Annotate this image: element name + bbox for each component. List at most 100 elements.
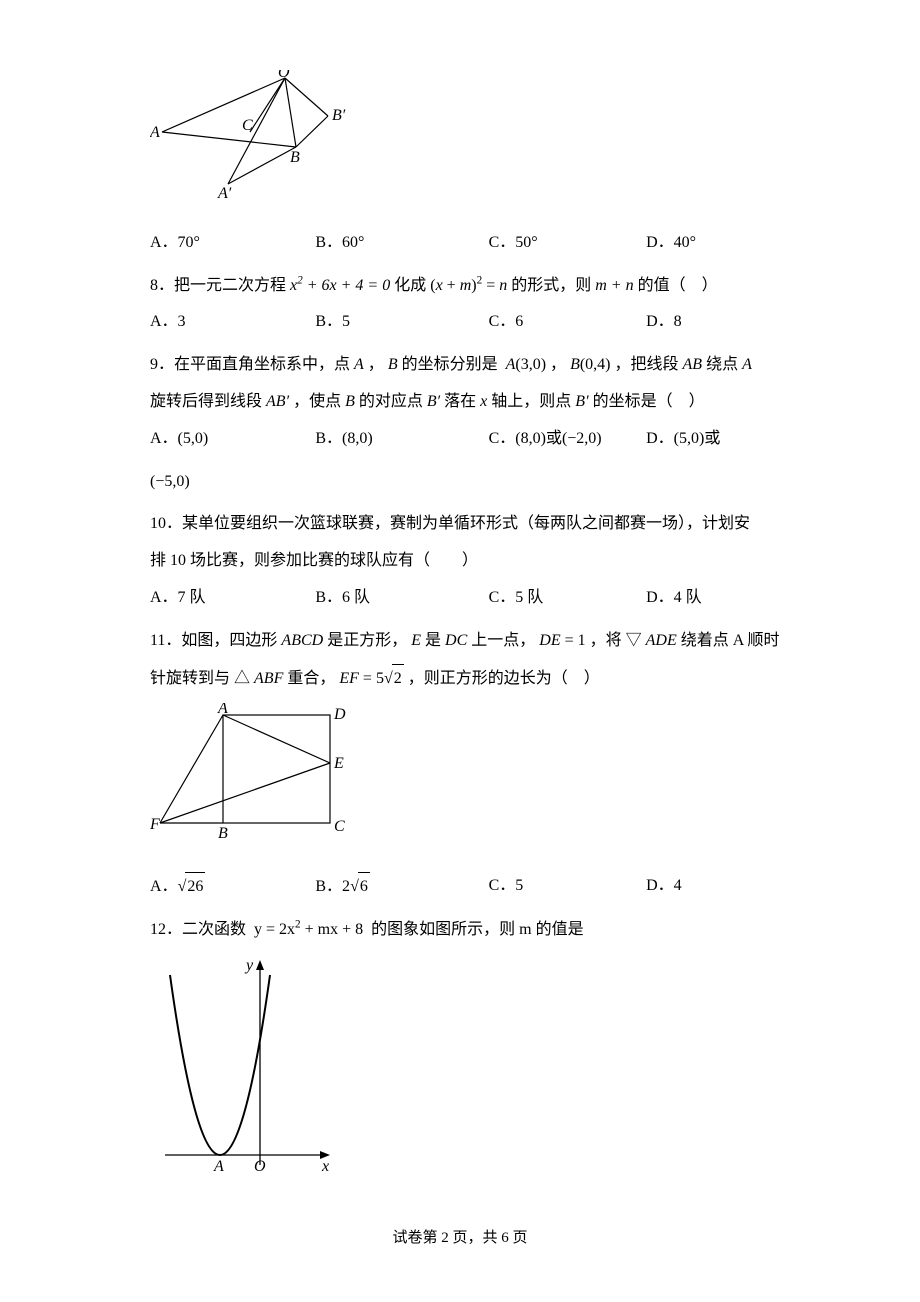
q7-svg: O A C B B′ A′ (150, 70, 360, 200)
q9-opt-D: D．(5,0)或 (646, 425, 780, 454)
q11-l1a: 11．如图，四边形 (150, 632, 277, 649)
f12-y: y (244, 957, 254, 974)
q8-t2: 化成 (394, 272, 426, 301)
q9-l1d: ，把线段 (615, 356, 679, 373)
q10-opt-D: D．4 队 (646, 584, 780, 613)
q11-tri2: △ (234, 670, 250, 687)
f12-A: A (213, 1158, 224, 1175)
q9-A: A (354, 356, 364, 373)
f11-C: C (334, 818, 345, 835)
q9-opt-B: B．(8,0) (315, 425, 488, 454)
f11-D: D (333, 706, 346, 723)
q9-ABp: AB′ (266, 393, 289, 410)
q7-figure: O A C B B′ A′ (150, 70, 780, 211)
q9-opt-A: A．(5,0) (150, 425, 315, 454)
q12-text: 12．二次函数 y = 2x2 + mx + 8 的图象如图所示，则 m 的值是 (150, 916, 780, 945)
q8-options: A．3 B．5 C．6 D．8 (150, 308, 780, 337)
q9-l2b: ，使点 (293, 393, 341, 410)
q10-opt-C: C．5 队 (489, 584, 647, 613)
q12-svg: y x A O (150, 955, 340, 1185)
q11-DC: DC (445, 632, 467, 649)
q11-l1b: 是正方形， (327, 632, 407, 649)
f11-A: A (217, 703, 228, 717)
q8-text: 8．把一元二次方程 x2 + 6x + 4 = 0 化成 (x + m)2 = … (150, 272, 780, 301)
q11-options: A．26 B．26 C．5 D．4 (150, 872, 780, 902)
q9-l1b: ， (368, 356, 384, 373)
q8-opt-A: A．3 (150, 308, 315, 337)
q12-figure: y x A O (150, 955, 780, 1196)
q11-opt-C: C．5 (489, 872, 647, 902)
label-C: C (242, 117, 253, 134)
q7-opt-C: C．50° (489, 229, 647, 258)
q11-opt-B: B．26 (315, 872, 488, 902)
q8-eq3: m + n (591, 272, 637, 301)
q8-eq1: x2 + 6x + 4 = 0 (286, 272, 394, 301)
q9-A2: A (742, 356, 752, 373)
label-O: O (278, 70, 290, 81)
q9-Bp2: B′ (575, 393, 588, 410)
q10-l2: 排 10 场比赛，则参加比赛的球队应有（ ） (150, 547, 780, 576)
q9-l2e: 轴上，则点 (491, 393, 571, 410)
q8-opt-B: B．5 (315, 308, 488, 337)
q11-tri: ▽ (626, 632, 642, 649)
q11-l1c: 是 (425, 632, 441, 649)
f12-x: x (321, 1158, 329, 1175)
q11-oA-pre: A． (150, 878, 178, 895)
q8-t3: 的形式，则 (511, 272, 591, 301)
q9-x: x (480, 393, 487, 410)
q10-options: A．7 队 B．6 队 C．5 队 D．4 队 (150, 584, 780, 613)
q9-line1: 9．在平面直角坐标系中，点 A ， B 的坐标分别是 A(3,0) ， B(0,… (150, 351, 780, 380)
q9-extra: (−5,0) (150, 468, 780, 497)
q8-t1: 8．把一元二次方程 (150, 272, 286, 301)
q9-l1c: 的坐标分别是 (402, 356, 498, 373)
q9-opt-C: C．(8,0)或(−2,0) (489, 425, 647, 454)
q7-opt-A: A．70° (150, 229, 315, 258)
q9-Acoord: A(3,0) (502, 356, 546, 373)
q11-l1f: 绕着点 A 顺时 (681, 632, 780, 649)
q11-ABF: ABF (254, 670, 283, 687)
q12-eq: y = 2x2 + mx + 8 (250, 921, 367, 938)
q9-l2d: 落在 (444, 393, 476, 410)
q10-l1: 10．某单位要组织一次篮球联赛，赛制为单循环形式（每两队之间都赛一场），计划安 (150, 510, 780, 539)
q11-l2: 针旋转到与 △ ABF 重合， EF = 52 ，则正方形的边长为（ ） (150, 664, 780, 694)
q11-opt-D: D．4 (646, 872, 780, 902)
q8-eq2: (x + m)2 = n (426, 272, 511, 301)
q9-l2c: 的对应点 (359, 393, 423, 410)
q7-opt-B: B．60° (315, 229, 488, 258)
label-Bp: B′ (332, 107, 346, 124)
q11-l1d: 上一点， (471, 632, 535, 649)
q8-t4: 的值（ ） (638, 272, 718, 301)
f11-F: F (150, 816, 160, 833)
q8-opt-D: D．8 (646, 308, 780, 337)
q11-ADE: ADE (646, 632, 677, 649)
q11-oB-arg: 6 (358, 872, 370, 902)
q9-l2a: 旋转后得到线段 (150, 393, 262, 410)
q10-opt-A: A．7 队 (150, 584, 315, 613)
q11-l2b: 重合， (287, 670, 335, 687)
q9-options: A．(5,0) B．(8,0) C．(8,0)或(−2,0) D．(5,0)或 (150, 425, 780, 454)
q8-opt-C: C．6 (489, 308, 647, 337)
f11-E: E (333, 755, 344, 772)
q11-ABCD: ABCD (281, 632, 323, 649)
q11-l2a: 针旋转到与 (150, 670, 230, 687)
q11-l2c: ，则正方形的边长为（ ） (408, 670, 600, 687)
q7-opt-D: D．40° (646, 229, 780, 258)
q11-l1e: ，将 (590, 632, 622, 649)
f11-B: B (218, 825, 228, 842)
f12-O: O (254, 1158, 266, 1175)
q9-B2: B (345, 393, 355, 410)
q9-Bcoord: B(0,4) (570, 356, 610, 373)
q9-l2f: 的坐标是（ ） (593, 393, 705, 410)
q11-opt-A: A．26 (150, 872, 315, 902)
label-B: B (290, 149, 300, 166)
q9-AB: AB (683, 356, 703, 373)
q11-svg: A D E C B F (150, 703, 360, 843)
q9-B: B (388, 356, 398, 373)
label-A: A (150, 124, 160, 141)
q12-l1b: 的图象如图所示，则 m 的值是 (371, 921, 583, 938)
q9-line2: 旋转后得到线段 AB′ ，使点 B 的对应点 B′ 落在 x 轴上，则点 B′ … (150, 388, 780, 417)
q12-l1a: 12．二次函数 (150, 921, 246, 938)
q7-options: A．70° B．60° C．50° D．40° (150, 229, 780, 258)
q9-Bp: B′ (427, 393, 440, 410)
q11-EF: EF = 52 (339, 670, 403, 687)
